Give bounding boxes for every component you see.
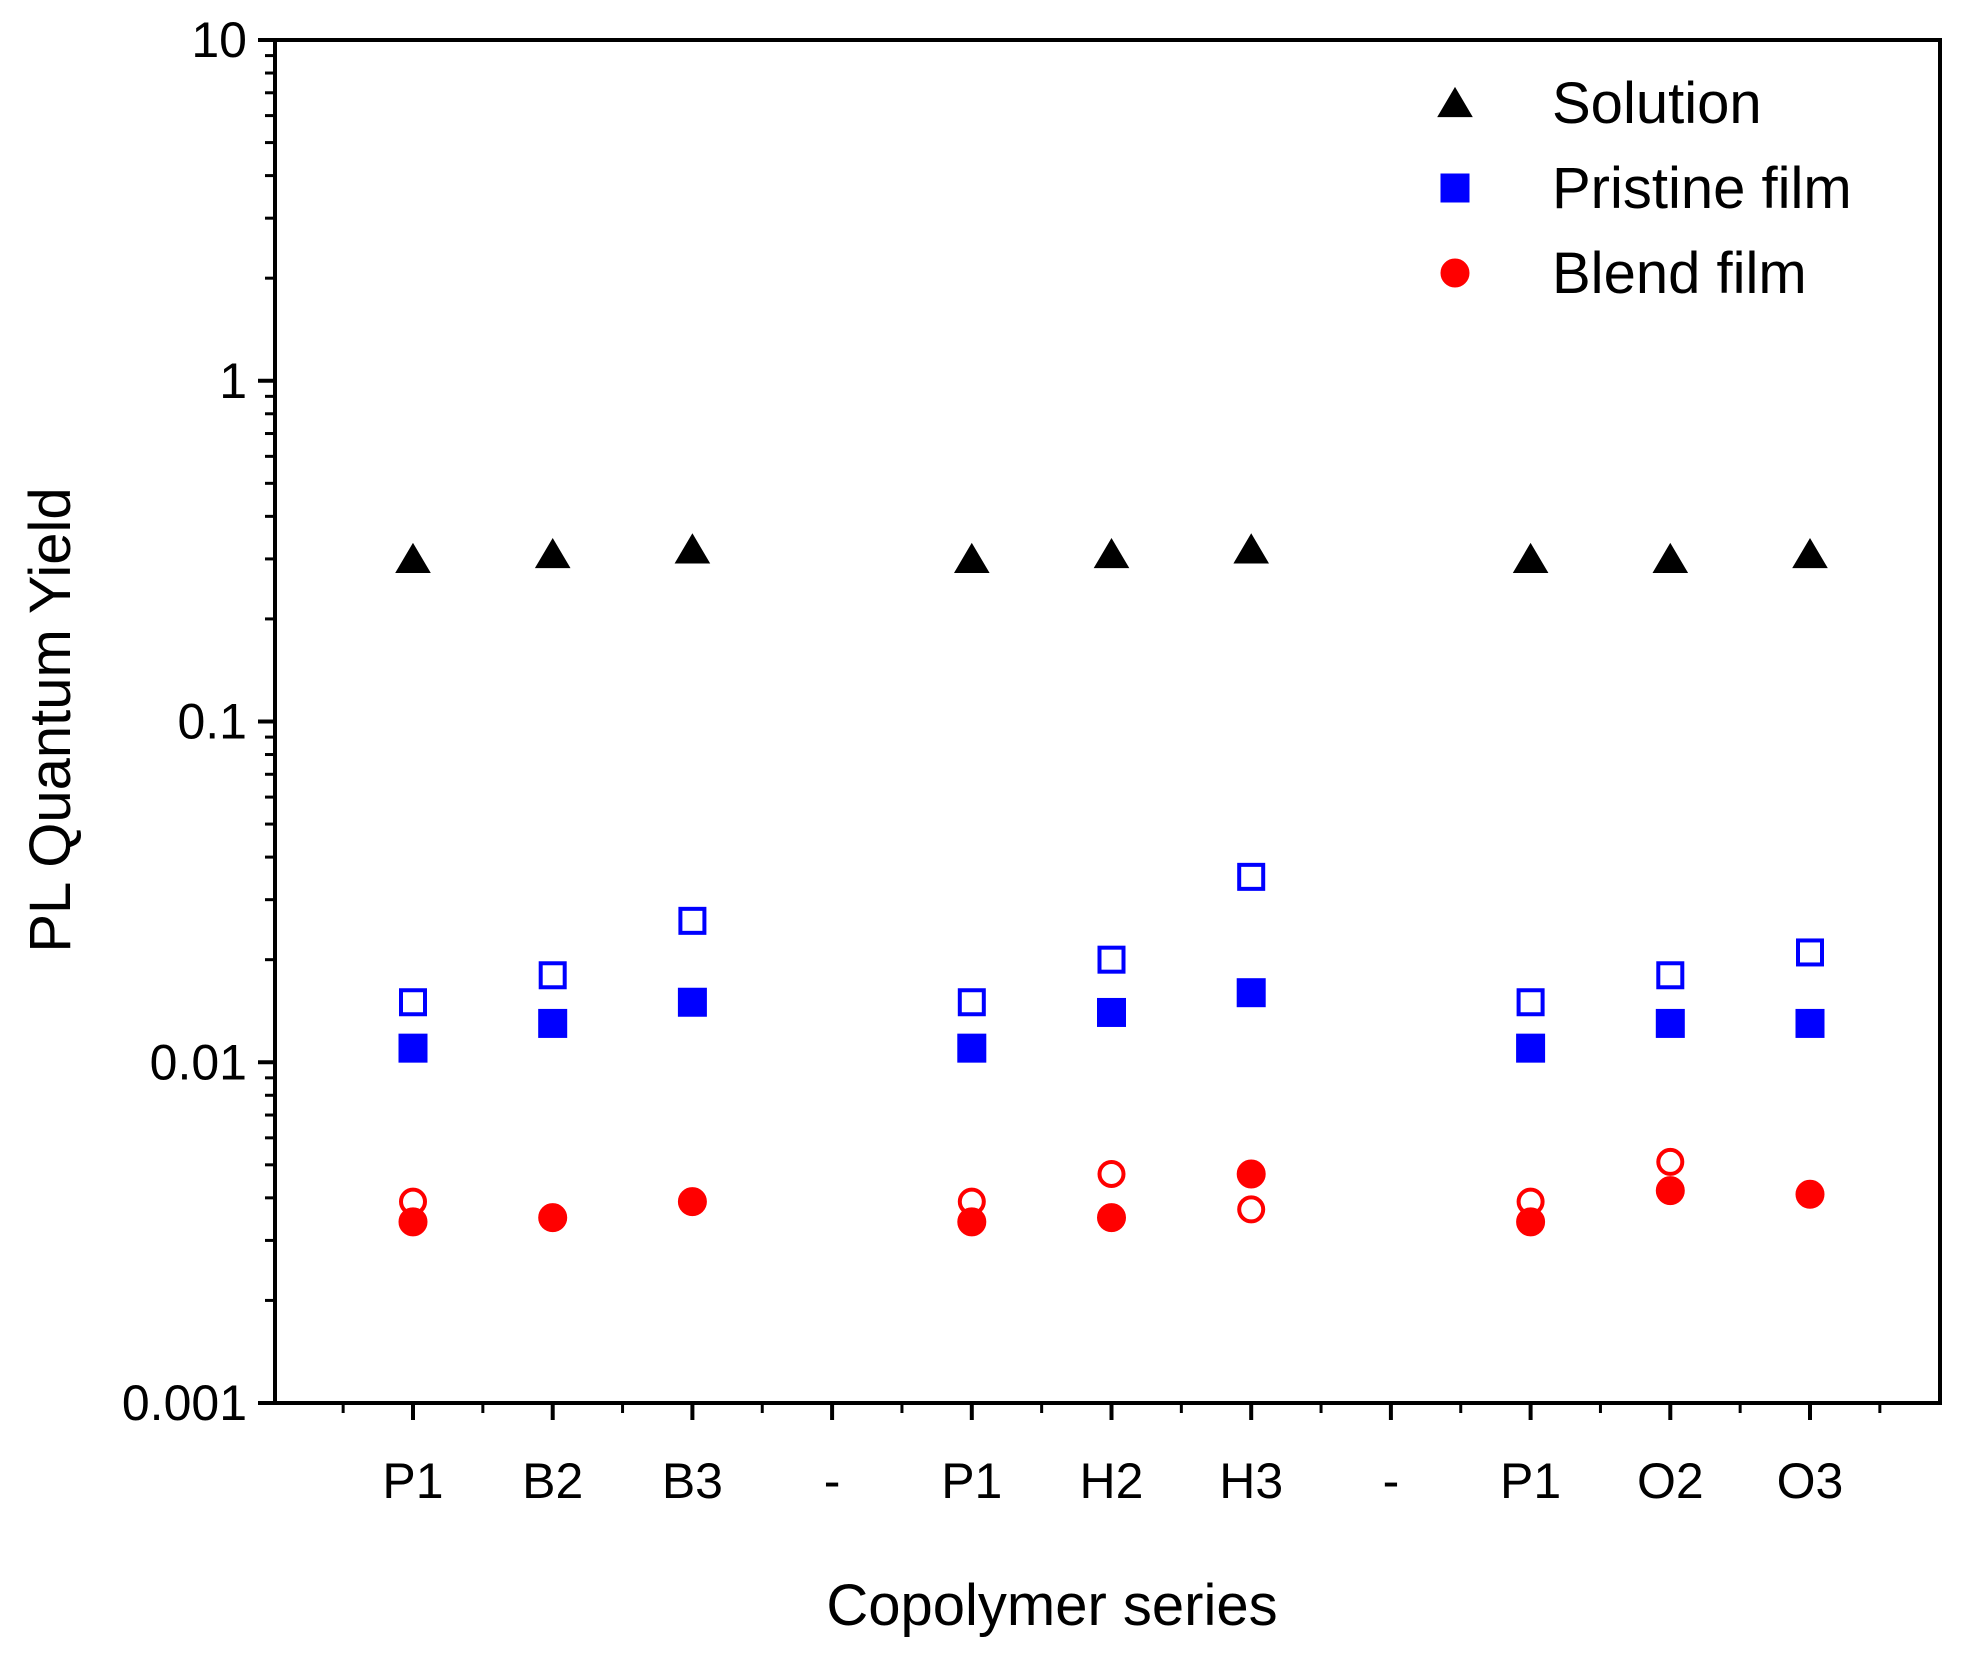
data-point-blend-film [398, 1207, 428, 1237]
data-point-solution [953, 542, 990, 574]
data-point-pristine-film-open [1656, 961, 1685, 990]
legend: Solution Pristine film Blend film [1437, 71, 1852, 306]
axes-layer: 10 1 0.1 0.01 0.001 P1 B2 B3 - P1 H2 H3 - P1 O2 O3 [122, 12, 1942, 1509]
x-tick-label: - [824, 1453, 841, 1509]
data-point-blend-film-open [1656, 1147, 1685, 1176]
data-point-pristine-film-open [1097, 945, 1126, 974]
x-tick-label: B2 [522, 1453, 583, 1509]
data-point-solution [534, 537, 571, 569]
x-tick-label: P1 [941, 1453, 1002, 1509]
y-tick-label: 1 [219, 353, 247, 409]
legend-marker-pristine-film [1440, 173, 1470, 203]
x-tick-label: H3 [1219, 1453, 1283, 1509]
x-tick-label: H2 [1080, 1453, 1144, 1509]
legend-marker-blend-film [1440, 258, 1470, 288]
data-point-pristine-film-open [1516, 988, 1545, 1017]
data-point-blend-film [1516, 1207, 1546, 1237]
x-tick-label: - [1383, 1453, 1400, 1509]
data-point-blend-film [957, 1207, 987, 1237]
data-point-pristine-film-open [1237, 862, 1266, 891]
x-tick-label: P1 [382, 1453, 443, 1509]
data-point-solution [395, 542, 431, 574]
data-point-solution [674, 533, 711, 564]
x-tick-label: O2 [1637, 1453, 1704, 1509]
x-tick-label: B3 [662, 1453, 723, 1509]
data-point-pristine-film [1795, 1008, 1825, 1038]
data-point-pristine-film [538, 1008, 568, 1038]
data-point-solution [1792, 537, 1828, 569]
data-point-pristine-film-open [399, 988, 427, 1017]
data-point-blend-film [1236, 1159, 1266, 1189]
data-point-pristine-film-open [1796, 938, 1824, 967]
data-point-pristine-film-open [678, 906, 707, 935]
y-axis-title: PL Quantum Yield [18, 487, 83, 952]
y-tick-label: 0.01 [150, 1034, 247, 1090]
data-point-blend-film [1097, 1203, 1126, 1233]
data-point-pristine-film [677, 987, 707, 1017]
data-point-pristine-film [1516, 1033, 1546, 1063]
data-point-solution [1093, 537, 1130, 569]
data-point-pristine-film [1236, 978, 1266, 1008]
legend-label-blend-film: Blend film [1552, 241, 1807, 306]
legend-label-pristine-film: Pristine film [1552, 156, 1852, 221]
data-point-blend-film [1655, 1176, 1685, 1206]
y-tick-label: 0.001 [122, 1375, 247, 1431]
data-point-blend-film-open [1237, 1195, 1266, 1224]
data-point-solution [1652, 542, 1689, 574]
data-point-pristine-film [1097, 997, 1126, 1027]
legend-label-solution: Solution [1552, 71, 1762, 136]
data-point-solution [1233, 533, 1270, 564]
data-point-pristine-film-open [957, 988, 986, 1017]
data-point-blend-film [677, 1187, 707, 1217]
legend-marker-solution [1437, 86, 1473, 118]
x-axis-title: Copolymer series [826, 1573, 1277, 1638]
y-tick-label: 0.1 [177, 694, 247, 750]
data-point-solution [1512, 542, 1549, 574]
data-point-blend-film [1795, 1179, 1825, 1209]
x-tick-label: O3 [1777, 1453, 1844, 1509]
y-tick-label: 10 [191, 12, 247, 68]
data-point-pristine-film-open [538, 961, 567, 990]
data-point-pristine-film [957, 1033, 987, 1063]
data-point-blend-film-open [1097, 1159, 1126, 1188]
data-point-pristine-film [398, 1033, 428, 1063]
x-tick-label: P1 [1500, 1453, 1561, 1509]
data-point-blend-film [538, 1203, 568, 1233]
marks-layer [395, 533, 1828, 1237]
data-point-pristine-film [1655, 1008, 1685, 1038]
